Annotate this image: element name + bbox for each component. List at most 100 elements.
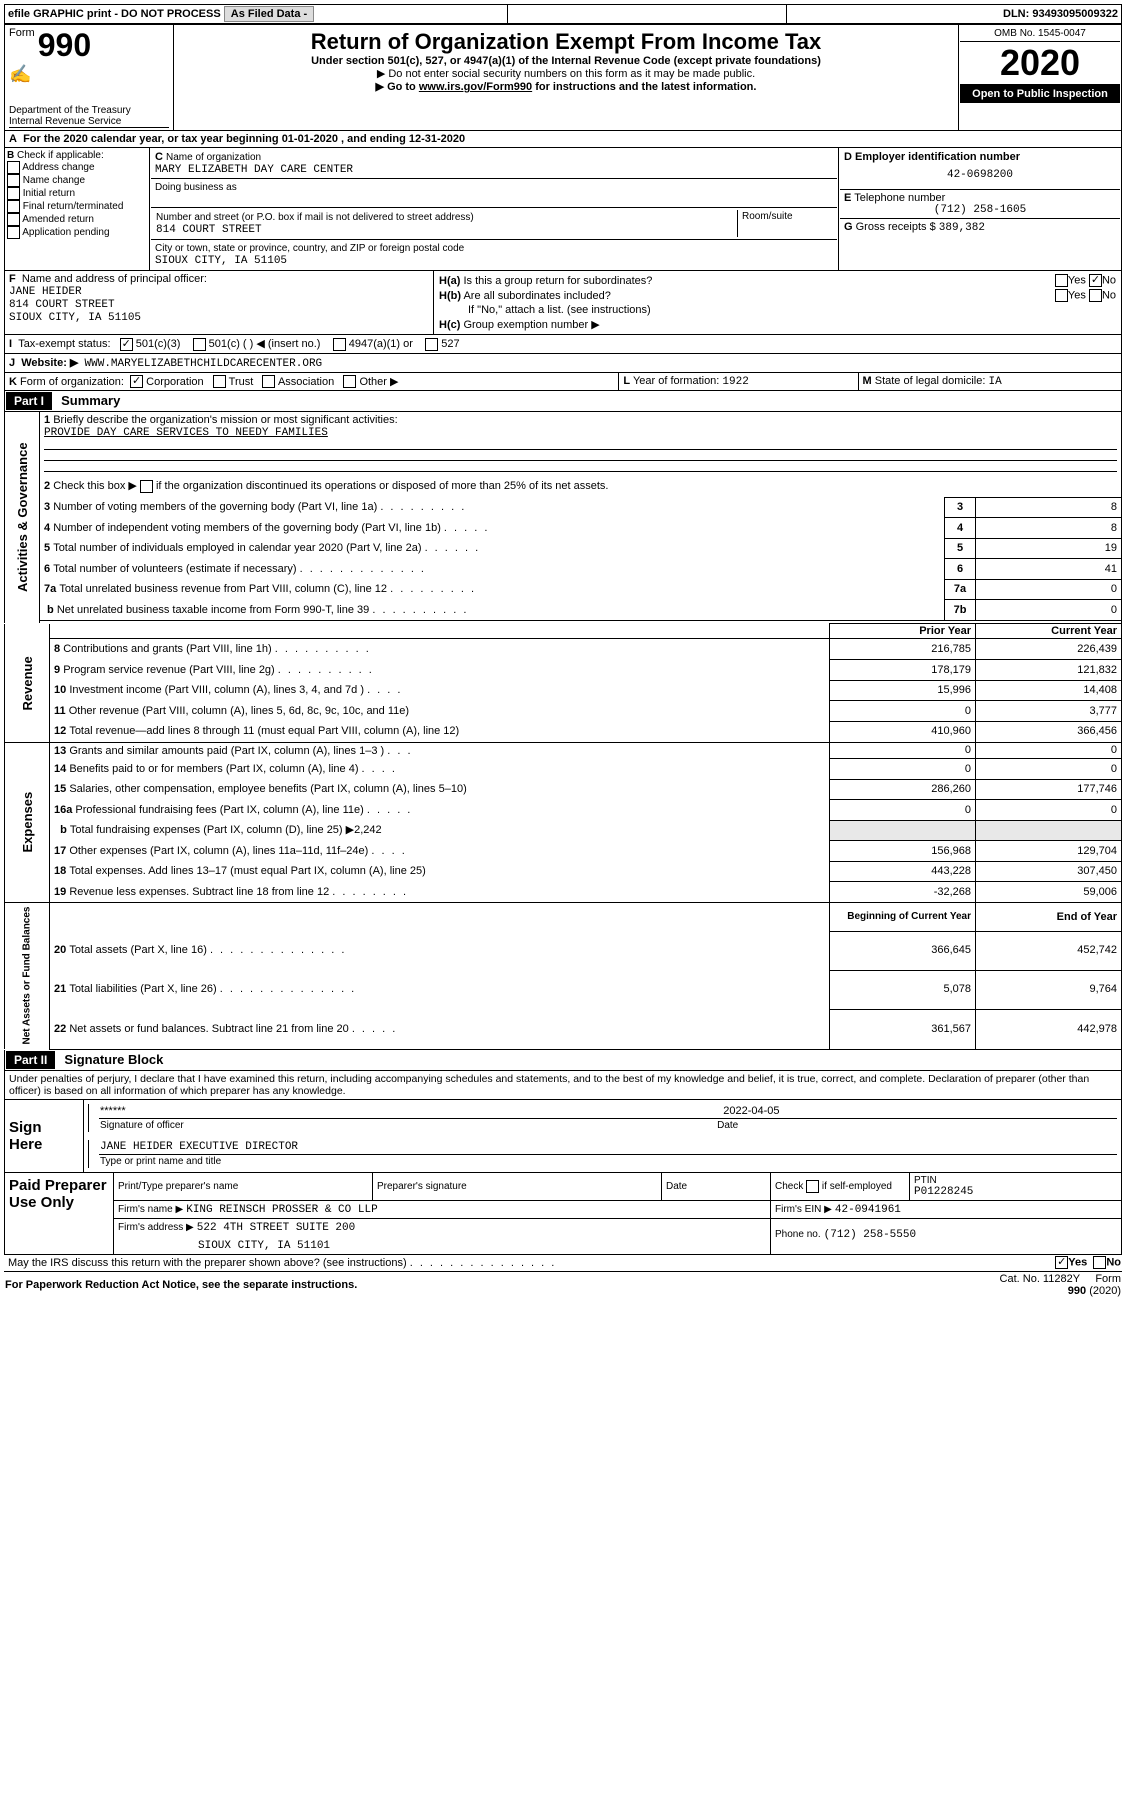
phone-value: (712) 258-1605 [844,204,1116,216]
officer-city: SIOUX CITY, IA 51105 [9,312,141,324]
cat-no: Cat. No. 11282Y [1000,1273,1081,1285]
sign-here-block: Sign Here ****** 2022-04-05 Signature of… [4,1100,1122,1173]
c-name-label: Name of organization [166,152,261,163]
org-name: MARY ELIZABETH DAY CARE CENTER [155,164,353,176]
ptin-value: P01228245 [914,1186,973,1198]
cb-name-change[interactable]: Name change [23,175,85,186]
paid-preparer-block: Paid Preparer Use Only Print/Type prepar… [4,1173,1122,1255]
b-header: Check if applicable: [17,150,104,161]
officer-name-title: JANE HEIDER EXECUTIVE DIRECTOR [99,1140,1117,1155]
line-i: I Tax-exempt status: ✓ 501(c)(3) 501(c) … [4,335,1122,354]
part1-header: Part I Summary [4,391,1122,412]
cb-501c3[interactable]: ✓ [120,338,133,351]
cb-app-pending[interactable]: Application pending [22,227,109,238]
gross-receipts: 389,382 [939,222,985,234]
cb-self-employed[interactable] [806,1180,819,1193]
firm-phone: (712) 258-5550 [824,1229,916,1241]
hdr-current: Current Year [976,624,1122,639]
part1-body: Activities & Governance 1 Briefly descri… [4,412,1122,623]
cb-trust[interactable] [213,375,226,388]
vlabel-na: Net Assets or Fund Balances [5,903,50,1050]
ssn-notice: ▶ Do not enter social security numbers o… [184,67,948,80]
perjury-text: Under penalties of perjury, I declare th… [5,1070,1122,1099]
f-label: Name and address of principal officer: [22,273,207,285]
form-title: Return of Organization Exempt From Incom… [184,29,948,55]
ha-no[interactable]: ✓ [1089,274,1102,287]
hb-yes[interactable] [1055,289,1068,302]
line-a: A For the 2020 calendar year, or tax yea… [4,131,1122,148]
hdr-end: End of Year [976,903,1122,932]
efile-text: efile GRAPHIC print - DO NOT PROCESS [8,8,221,20]
ha-yes[interactable] [1055,274,1068,287]
dba-label: Doing business as [155,182,237,193]
cb-discontinued[interactable] [140,480,153,493]
val-4: 8 [976,518,1122,539]
ha-label: Is this a group return for subordinates? [463,275,652,287]
cb-corp[interactable]: ✓ [130,375,143,388]
cb-assoc[interactable] [262,375,275,388]
ein-value: 42-0698200 [844,163,1116,187]
line-klm: K Form of organization: ✓ Corporation Tr… [4,373,1122,392]
cb-amended[interactable]: Amended return [22,214,94,225]
e-label: Telephone number [854,192,945,204]
form-subtitle: Under section 501(c), 527, or 4947(a)(1)… [184,55,948,67]
open-public-badge: Open to Public Inspection [960,85,1120,103]
street-label: Number and street (or P.O. box if mail i… [156,212,474,223]
firm-addr1: 522 4TH STREET SUITE 200 [197,1222,355,1234]
hdr-begin: Beginning of Current Year [830,903,976,932]
d-label: Employer identification number [855,151,1020,163]
part2-header: Part II Signature Block Under penalties … [4,1050,1122,1100]
vlabel-rev: Revenue [5,624,50,743]
cb-other[interactable] [343,375,356,388]
omb-number: OMB No. 1545-0047 [960,26,1120,42]
cb-initial-return[interactable]: Initial return [23,188,75,199]
discuss-yes[interactable]: ✓ [1055,1256,1068,1269]
revenue-expense-grid: Revenue Prior Year Current Year 8 Contri… [4,623,1122,1050]
vlabel-exp: Expenses [5,742,50,903]
dln-label: DLN: [1003,8,1029,20]
g-label: Gross receipts $ [856,221,936,233]
as-filed-btn[interactable]: As Filed Data - [224,6,314,22]
header-block: Form 990 ✍ Department of the Treasury In… [4,24,1122,131]
val-7b: 0 [976,600,1122,621]
website-value: WWW.MARYELIZABETHCHILDCARECENTER.ORG [85,358,323,370]
footer: May the IRS discuss this return with the… [4,1255,1122,1298]
form-number: 990 [38,27,91,63]
cb-501c[interactable] [193,338,206,351]
firm-ein: 42-0941961 [835,1204,901,1216]
cb-4947[interactable] [333,338,346,351]
instructions-link[interactable]: www.irs.gov/Form990 [419,81,532,93]
discuss-no[interactable] [1093,1256,1106,1269]
form-label: Form [9,27,35,39]
officer-signature: ****** [99,1104,716,1119]
instructions-link-row: ▶ Go to www.irs.gov/Form990 for instruct… [184,80,948,93]
firm-addr2: SIOUX CITY, IA 51101 [118,1234,766,1252]
f-h-row: F Name and address of principal officer:… [4,271,1122,335]
officer-street: 814 COURT STREET [9,299,115,311]
line-j: J Website: ▶ WWW.MARYELIZABETHCHILDCAREC… [4,354,1122,373]
val-7a: 0 [976,579,1122,600]
cb-527[interactable] [425,338,438,351]
val-3: 8 [976,497,1122,518]
dept-treasury: Department of the Treasury Internal Reve… [9,105,169,128]
hc-label: Group exemption number ▶ [463,319,599,331]
header-info-grid: B Check if applicable: Address change Na… [4,148,1122,271]
h-ifno: If "No," attach a list. (see instruction… [438,303,1117,317]
city-label: City or town, state or province, country… [155,243,464,254]
hb-label: Are all subordinates included? [463,290,610,302]
hdr-prior: Prior Year [830,624,976,639]
paperwork-notice: For Paperwork Reduction Act Notice, see … [4,1271,980,1298]
hb-no[interactable] [1089,289,1102,302]
cb-final-return[interactable]: Final return/terminated [23,201,124,212]
dln-value: 93493095009322 [1032,8,1118,20]
city-value: SIOUX CITY, IA 51105 [155,255,287,267]
cb-address-change[interactable]: Address change [22,162,94,173]
top-bar: efile GRAPHIC print - DO NOT PROCESS As … [4,4,1122,24]
firm-name: KING REINSCH PROSSER & CO LLP [186,1204,377,1216]
vlabel-ag: Activities & Governance [5,412,40,623]
officer-name: JANE HEIDER [9,286,82,298]
street-value: 814 COURT STREET [156,224,262,236]
tax-year: 2020 [960,42,1120,85]
sign-here-label: Sign Here [5,1100,84,1173]
sig-date: 2022-04-05 [723,1105,779,1117]
